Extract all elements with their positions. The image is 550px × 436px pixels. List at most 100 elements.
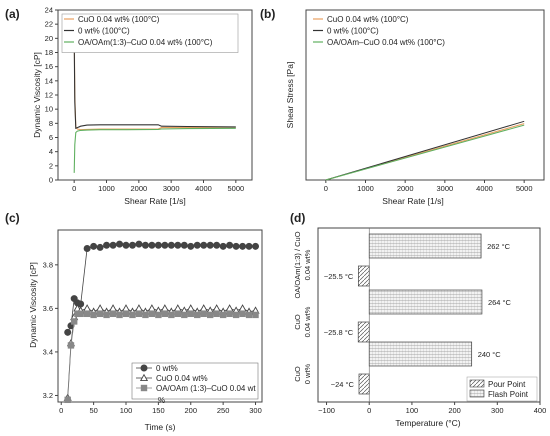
x-tick-label: 3000 — [163, 184, 180, 193]
legend-marker — [139, 373, 149, 382]
data-point — [135, 310, 143, 318]
data-point — [109, 310, 117, 318]
x-tick-label: 250 — [217, 406, 230, 415]
x-tick-label: 150 — [152, 406, 165, 415]
y-tick-label: 16 — [45, 62, 53, 71]
panel-c-plot: 0 50 100 150 200 250 300 3.2 3.4 3.6 3.8 0 wt%CuO 0… — [43, 229, 263, 415]
data-point — [186, 304, 195, 312]
data-point — [148, 241, 156, 249]
data-point — [64, 328, 72, 336]
legend-box — [311, 14, 487, 53]
data-point — [200, 310, 207, 318]
legend-label: OA/OAm (1:3)–CuO 0.04 wt — [156, 384, 256, 393]
data-point — [103, 241, 111, 249]
data-point — [155, 311, 162, 319]
data-point — [96, 243, 104, 251]
y-tick-label: 4 — [49, 147, 53, 156]
legend-label: CuO 0.04 wt% — [156, 374, 208, 383]
x-tick-label: 300 — [249, 406, 262, 415]
category-line2: 0.04 wt% — [303, 249, 312, 280]
data-point — [134, 304, 144, 312]
data-point — [142, 311, 149, 319]
series-line — [325, 124, 525, 181]
panel-b-frame — [305, 9, 545, 181]
legend-label: 0 wt% (100°C) — [78, 27, 130, 36]
data-point — [180, 241, 188, 249]
data-point — [64, 396, 71, 404]
x-tick-label: 4000 — [195, 184, 212, 193]
y-tick-label: 0 — [49, 176, 53, 185]
legend-extra: % — [158, 396, 165, 405]
y-tick-label: 8 — [49, 119, 53, 128]
pour-point-label: −25.8 °C — [324, 328, 354, 337]
legend-label: Flash Point — [488, 390, 529, 399]
y-tick-label: 24 — [45, 6, 53, 15]
data-point — [141, 241, 149, 249]
panel-c-frame — [57, 229, 263, 403]
legend-label: 0 wt% (100°C) — [327, 27, 379, 36]
data-point — [154, 241, 162, 249]
y-tick-label: 22 — [45, 20, 53, 29]
x-tick-label: 100 — [120, 406, 133, 415]
panel-d-category-2: CuO 0 wt% — [293, 363, 312, 384]
data-point — [77, 310, 84, 318]
data-point — [122, 310, 130, 318]
data-point — [219, 242, 227, 250]
legend-swatch — [469, 379, 485, 388]
x-tick-label: 0 — [367, 406, 371, 415]
data-point — [245, 311, 253, 319]
y-tick-label: 3.2 — [43, 391, 53, 400]
series-line — [73, 127, 236, 173]
panel-label-b: (b) — [260, 7, 275, 21]
data-point — [90, 311, 97, 319]
legend-marker — [140, 364, 148, 372]
series-line — [67, 243, 256, 333]
data-point — [187, 242, 195, 250]
x-tick-label: 50 — [89, 406, 97, 415]
panel-label-c: (c) — [5, 211, 20, 225]
y-tick-label: 10 — [45, 105, 53, 114]
x-tick-label: 0 — [324, 184, 328, 193]
data-point — [83, 310, 91, 318]
panel-d-frame — [317, 227, 541, 403]
category-line1: CuO — [293, 314, 302, 330]
panel-a-ylabel: Dynamic Viscosity [cP] — [32, 52, 42, 138]
data-point — [109, 241, 117, 249]
panel-b-xlabel: Shear Rate [1/s] — [382, 196, 443, 206]
x-tick-label: 1000 — [98, 184, 115, 193]
data-point — [226, 310, 233, 318]
panel-d-xlabel: Temperature (°C) — [395, 418, 460, 428]
panel-a-xlabel: Shear Rate [1/s] — [124, 196, 185, 206]
y-tick-label: 20 — [45, 34, 53, 43]
flash-point-label: 262 °C — [487, 242, 511, 251]
data-point — [213, 241, 221, 249]
x-tick-label: 400 — [534, 406, 547, 415]
x-tick-label: 2000 — [130, 184, 147, 193]
data-point — [67, 342, 75, 349]
data-point — [83, 245, 91, 253]
data-point — [70, 318, 78, 325]
x-tick-label: 2000 — [397, 184, 414, 193]
legend-label: CuO 0.04 wt% (100°C) — [327, 15, 409, 24]
data-point — [232, 311, 240, 319]
flash-point-label: 264 °C — [488, 298, 512, 307]
legend-box — [61, 13, 239, 53]
x-tick-label: 100 — [406, 406, 419, 415]
data-point — [148, 310, 156, 318]
panel-label-d: (d) — [290, 211, 305, 225]
x-tick-label: 3000 — [436, 184, 453, 193]
data-point — [103, 311, 110, 319]
data-point — [167, 241, 175, 249]
category-line2: 0.04 wt% — [303, 306, 312, 337]
data-point — [90, 242, 98, 250]
x-tick-label: 300 — [491, 406, 504, 415]
data-point — [194, 311, 201, 319]
x-tick-label: −100 — [318, 406, 335, 415]
data-point — [129, 311, 136, 319]
data-point — [187, 310, 194, 318]
legend-label: OA/OAm–CuO 0.04 wt% (100°C) — [327, 38, 445, 47]
x-tick-label: 5000 — [227, 184, 244, 193]
data-point — [181, 311, 188, 319]
series-line — [73, 38, 236, 130]
